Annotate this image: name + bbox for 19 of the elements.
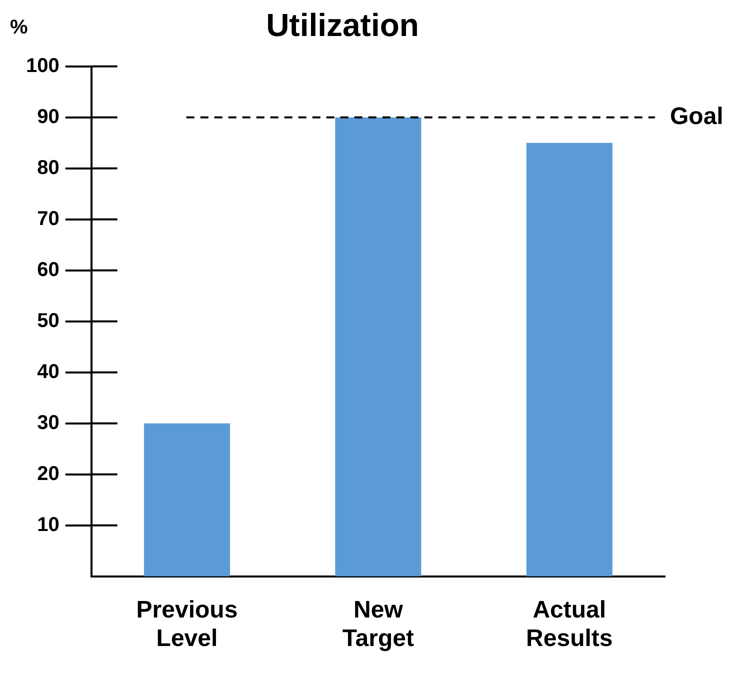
y-tick-label: 40: [37, 360, 60, 383]
y-tick-label: 30: [37, 412, 60, 434]
y-tick-label: 90: [37, 106, 60, 128]
y-tick-label: 80: [37, 156, 60, 179]
bar: [144, 423, 230, 576]
x-tick-label: Previous Level: [136, 596, 238, 652]
x-tick-label: Actual Results: [526, 596, 613, 652]
ref-line-label: Goal: [670, 103, 724, 130]
y-tick-label: 50: [37, 310, 60, 332]
y-tick-label: 100: [26, 54, 60, 77]
y-tick-label: 10: [37, 514, 60, 536]
y-tick-label: 60: [37, 258, 60, 281]
bar: [526, 142, 612, 576]
y-tick-label: 20: [37, 462, 60, 485]
y-axis-title: %: [10, 16, 28, 39]
y-tick-label: 70: [37, 208, 60, 230]
x-tick-label: New Target: [342, 596, 414, 652]
bar: [335, 117, 422, 576]
chart-title: Utilization: [266, 7, 419, 44]
